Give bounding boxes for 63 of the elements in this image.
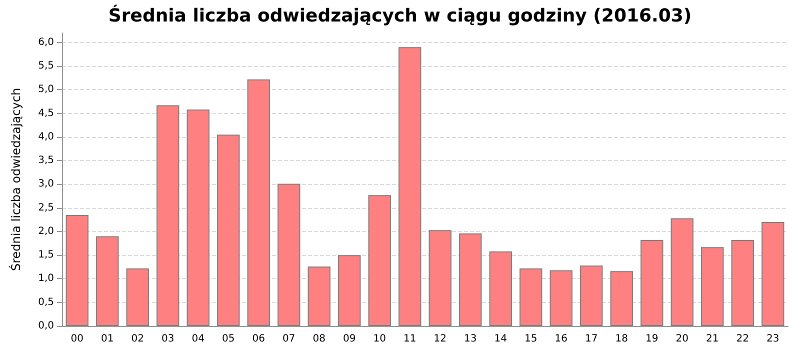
bar bbox=[156, 105, 180, 326]
bar bbox=[66, 214, 88, 326]
bar bbox=[731, 240, 754, 326]
bar bbox=[278, 184, 300, 326]
y-axis-title: Średnia liczba odwiedzających bbox=[8, 88, 23, 272]
x-tick-label: 12 bbox=[434, 334, 446, 344]
bar bbox=[489, 251, 512, 326]
bar bbox=[640, 240, 664, 326]
bar bbox=[126, 268, 149, 326]
x-tick-label: 18 bbox=[615, 334, 628, 344]
bar bbox=[580, 266, 603, 326]
bar bbox=[762, 222, 784, 326]
x-tick-label: 15 bbox=[524, 334, 538, 344]
x-tick-label: 22 bbox=[736, 334, 749, 344]
y-tick-label: 1,0 bbox=[38, 273, 54, 284]
x-tick-label: 10 bbox=[373, 334, 386, 344]
x-tick-label: 03 bbox=[162, 334, 174, 344]
x-tick-label: 19 bbox=[646, 334, 658, 344]
bar bbox=[610, 271, 633, 326]
y-tick-label: 1,5 bbox=[38, 250, 54, 261]
bar bbox=[520, 268, 542, 326]
y-tick-label: 5,0 bbox=[38, 84, 54, 96]
x-tick-label: 02 bbox=[131, 334, 144, 344]
bar bbox=[186, 110, 210, 326]
y-tick-label: 5,5 bbox=[38, 60, 54, 72]
x-tick-label: 01 bbox=[101, 334, 114, 344]
bar bbox=[96, 236, 119, 326]
x-tick-label: 21 bbox=[706, 334, 719, 344]
x-tick-label: 07 bbox=[282, 334, 296, 344]
bar bbox=[247, 79, 270, 326]
x-tick-label: 16 bbox=[554, 334, 568, 344]
bar bbox=[550, 270, 572, 326]
bar bbox=[368, 195, 391, 326]
chart-title: Średnia liczba odwiedzających w ciągu godziny (2016.03) bbox=[108, 4, 692, 26]
bar bbox=[398, 47, 422, 326]
x-tick-label: 05 bbox=[222, 334, 235, 344]
x-tick-label: 17 bbox=[585, 334, 598, 344]
x-tick-label: 20 bbox=[676, 334, 688, 344]
bar bbox=[338, 255, 361, 326]
x-tick-label: 04 bbox=[192, 334, 204, 344]
bar bbox=[217, 134, 240, 326]
y-tick-label: 3,0 bbox=[38, 178, 54, 190]
bar bbox=[701, 247, 724, 326]
x-tick-label: 23 bbox=[766, 334, 780, 344]
y-tick-label: 6,0 bbox=[38, 36, 54, 48]
y-tick-label: 4,5 bbox=[38, 108, 54, 119]
x-tick-label: 14 bbox=[494, 334, 507, 344]
bar bbox=[459, 233, 482, 326]
x-tick-label: 08 bbox=[312, 334, 326, 344]
x-tick-label: 00 bbox=[70, 334, 84, 344]
bar bbox=[308, 266, 330, 326]
y-tick-label: 3,5 bbox=[38, 155, 54, 166]
y-tick-label: 4,0 bbox=[38, 131, 54, 142]
x-tick-label: 09 bbox=[343, 334, 356, 344]
y-tick-label: 2,5 bbox=[38, 202, 54, 214]
x-tick-label: 11 bbox=[404, 334, 416, 344]
x-tick-label: 13 bbox=[464, 334, 477, 344]
y-tick-label: 0,0 bbox=[38, 320, 54, 332]
bar bbox=[670, 218, 694, 326]
y-tick-label: 0,5 bbox=[38, 296, 54, 308]
y-tick-label: 2,0 bbox=[38, 226, 54, 237]
bar bbox=[428, 230, 452, 326]
x-tick-label: 06 bbox=[252, 334, 265, 344]
